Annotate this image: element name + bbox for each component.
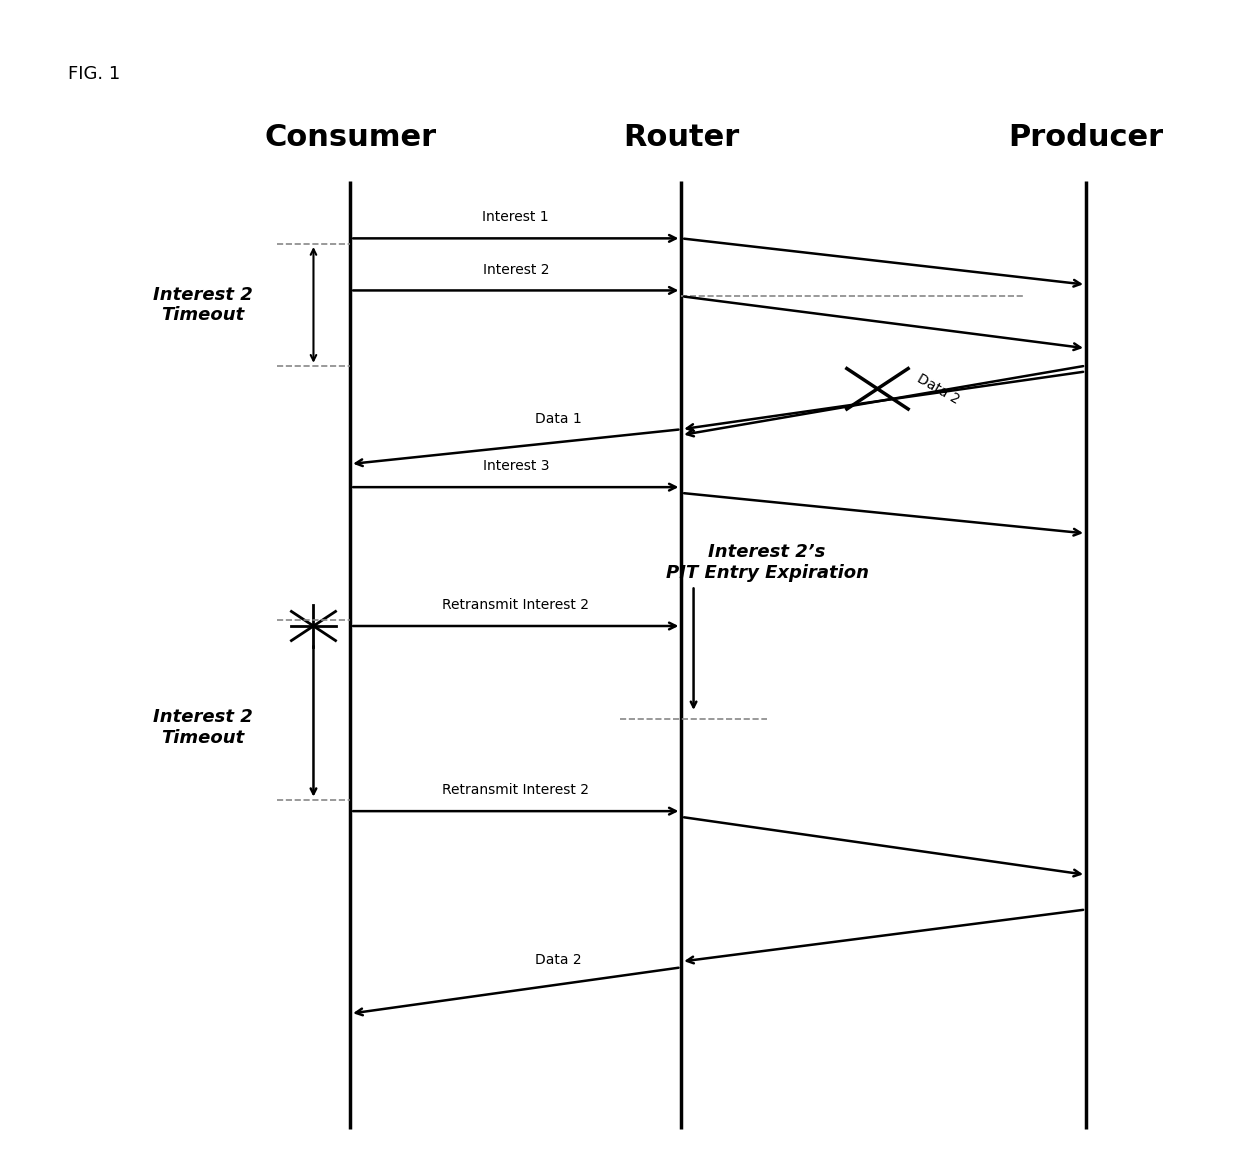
Text: Data 2: Data 2 bbox=[914, 371, 962, 406]
Text: Interest 3: Interest 3 bbox=[482, 459, 549, 473]
Text: Interest 2’s
PIT Entry Expiration: Interest 2’s PIT Entry Expiration bbox=[666, 543, 869, 582]
Text: Data 2: Data 2 bbox=[536, 953, 582, 967]
Text: Interest 1: Interest 1 bbox=[482, 211, 549, 225]
Text: Consumer: Consumer bbox=[264, 123, 436, 151]
Text: Data 1: Data 1 bbox=[536, 412, 582, 426]
Text: Interest 2: Interest 2 bbox=[482, 262, 549, 276]
Text: Producer: Producer bbox=[1008, 123, 1163, 151]
Text: Interest 2
Timeout: Interest 2 Timeout bbox=[154, 286, 253, 324]
Text: Interest 2
Timeout: Interest 2 Timeout bbox=[154, 707, 253, 747]
Text: FIG. 1: FIG. 1 bbox=[68, 64, 120, 83]
Text: Retransmit Interest 2: Retransmit Interest 2 bbox=[443, 783, 589, 797]
Text: Router: Router bbox=[624, 123, 739, 151]
Text: Retransmit Interest 2: Retransmit Interest 2 bbox=[443, 598, 589, 612]
